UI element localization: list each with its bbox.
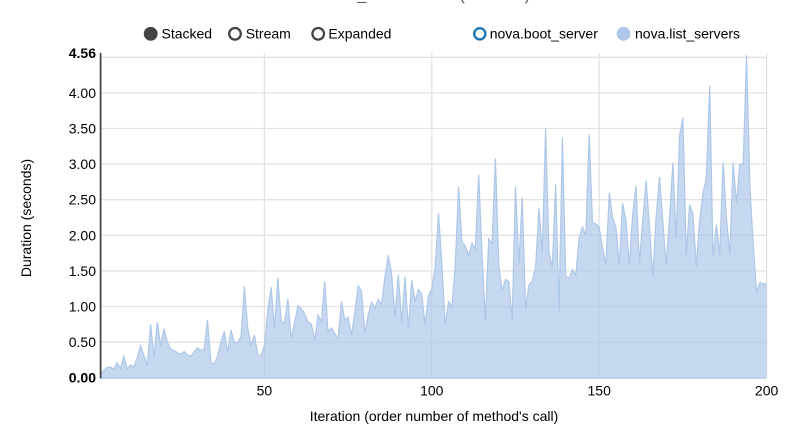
svg-text:3.50: 3.50 — [69, 121, 96, 137]
svg-text:Duration (seconds): Duration (seconds) — [18, 159, 34, 277]
svg-text:50: 50 — [257, 383, 273, 399]
svg-text:nova.list_servers: nova.list_servers — [635, 25, 740, 41]
svg-text:0.50: 0.50 — [69, 334, 96, 350]
svg-text:3.00: 3.00 — [69, 156, 96, 172]
svg-text:0.00: 0.00 — [69, 370, 96, 386]
svg-text:2.50: 2.50 — [69, 192, 96, 208]
svg-text:2.00: 2.00 — [69, 227, 96, 243]
svg-text:4.56: 4.56 — [69, 45, 96, 61]
svg-text:1.50: 1.50 — [69, 263, 96, 279]
svg-text:Stream: Stream — [246, 25, 291, 41]
svg-text:150: 150 — [588, 383, 612, 399]
svg-text:Expanded: Expanded — [328, 25, 391, 41]
svg-text:200: 200 — [755, 383, 779, 399]
svg-text:nova.boot_server: nova.boot_server — [490, 25, 599, 41]
svg-text:4.00: 4.00 — [69, 85, 96, 101]
svg-text:100: 100 — [420, 383, 444, 399]
svg-text:1.00: 1.00 — [69, 299, 96, 315]
svg-text:Stacked: Stacked — [162, 25, 213, 41]
svg-text:Iteration (order number of met: Iteration (order number of method's call… — [310, 408, 559, 424]
